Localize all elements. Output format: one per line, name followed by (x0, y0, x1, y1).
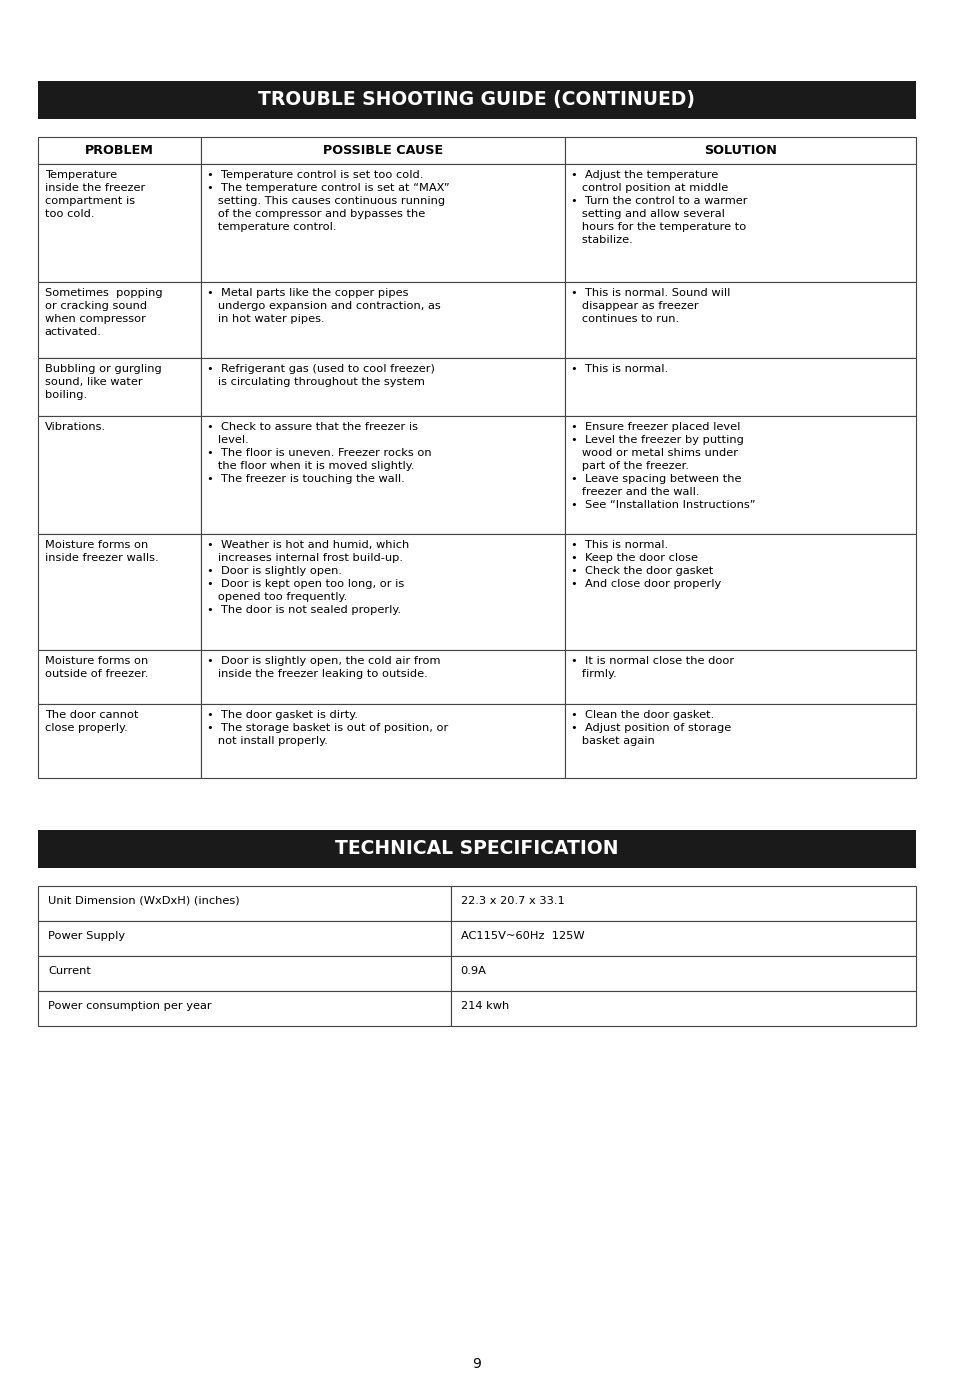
Text: •  It is normal close the door
   firmly.: • It is normal close the door firmly. (571, 656, 734, 679)
Bar (38, 704, 200, 778)
Text: 22.3 x 20.7 x 33.1: 22.3 x 20.7 x 33.1 (460, 895, 564, 906)
Text: SOLUTION: SOLUTION (703, 143, 776, 157)
Bar (200, 650, 564, 704)
Text: 9: 9 (472, 1357, 481, 1371)
Text: Current: Current (48, 966, 91, 976)
Bar (564, 416, 915, 533)
Text: POSSIBLE CAUSE: POSSIBLE CAUSE (322, 143, 442, 157)
Bar (38, 281, 200, 358)
Text: •  Adjust the temperature
   control position at middle
•  Turn the control to a: • Adjust the temperature control positio… (571, 170, 747, 245)
Bar (38, 991, 450, 1026)
Bar (38, 533, 200, 650)
Text: 214 kwh: 214 kwh (460, 1001, 508, 1011)
Bar (38, 164, 200, 281)
Text: •  Door is slightly open, the cold air from
   inside the freezer leaking to out: • Door is slightly open, the cold air fr… (207, 656, 440, 679)
Bar (38, 956, 450, 991)
Text: Power Supply: Power Supply (48, 931, 125, 941)
Bar (38, 416, 200, 533)
Text: •  Temperature control is set too cold.
•  The temperature control is set at “MA: • Temperature control is set too cold. •… (207, 170, 449, 232)
Bar (38, 920, 450, 956)
Text: Temperature
inside the freezer
compartment is
too cold.: Temperature inside the freezer compartme… (45, 170, 145, 220)
Bar (200, 704, 564, 778)
Bar (38, 81, 915, 118)
Bar (564, 704, 915, 778)
Text: •  Check to assure that the freezer is
   level.
•  The floor is uneven. Freezer: • Check to assure that the freezer is le… (207, 422, 431, 484)
Bar (564, 358, 915, 416)
Bar (564, 164, 915, 281)
Text: Moisture forms on
outside of freezer.: Moisture forms on outside of freezer. (45, 656, 148, 679)
Bar (564, 136, 915, 164)
Text: The door cannot
close properly.: The door cannot close properly. (45, 710, 138, 734)
Bar (200, 533, 564, 650)
Text: Power consumption per year: Power consumption per year (48, 1001, 212, 1011)
Text: •  The door gasket is dirty.
•  The storage basket is out of position, or
   not: • The door gasket is dirty. • The storag… (207, 710, 448, 746)
Text: •  This is normal.
•  Keep the door close
•  Check the door gasket
•  And close : • This is normal. • Keep the door close … (571, 540, 720, 589)
Text: •  Weather is hot and humid, which
   increases internal frost build-up.
•  Door: • Weather is hot and humid, which increa… (207, 540, 409, 615)
Text: •  This is normal. Sound will
   disappear as freezer
   continues to run.: • This is normal. Sound will disappear a… (571, 288, 730, 324)
Text: TECHNICAL SPECIFICATION: TECHNICAL SPECIFICATION (335, 839, 618, 859)
Bar (200, 164, 564, 281)
Text: •  Refrigerant gas (used to cool freezer)
   is circulating throughout the syste: • Refrigerant gas (used to cool freezer)… (207, 365, 435, 387)
Bar (450, 991, 915, 1026)
Bar (450, 920, 915, 956)
Bar (38, 136, 200, 164)
Bar (38, 650, 200, 704)
Bar (564, 281, 915, 358)
Text: AC115V~60Hz  125W: AC115V~60Hz 125W (460, 931, 583, 941)
Text: 0.9A: 0.9A (460, 966, 486, 976)
Text: Unit Dimension (WxDxH) (inches): Unit Dimension (WxDxH) (inches) (48, 895, 239, 906)
Text: •  This is normal.: • This is normal. (571, 365, 668, 374)
Bar (38, 885, 450, 920)
Text: Moisture forms on
inside freezer walls.: Moisture forms on inside freezer walls. (45, 540, 158, 564)
Text: Bubbling or gurgling
sound, like water
boiling.: Bubbling or gurgling sound, like water b… (45, 365, 161, 401)
Text: •  Clean the door gasket.
•  Adjust position of storage
   basket again: • Clean the door gasket. • Adjust positi… (571, 710, 731, 746)
Bar (564, 533, 915, 650)
Bar (564, 650, 915, 704)
Text: PROBLEM: PROBLEM (85, 143, 153, 157)
Bar (200, 281, 564, 358)
Bar (200, 136, 564, 164)
Text: TROUBLE SHOOTING GUIDE (CONTINUED): TROUBLE SHOOTING GUIDE (CONTINUED) (258, 90, 695, 109)
Bar (38, 358, 200, 416)
Text: •  Metal parts like the copper pipes
   undergo expansion and contraction, as
  : • Metal parts like the copper pipes unde… (207, 288, 440, 324)
Bar (200, 416, 564, 533)
Bar (450, 956, 915, 991)
Bar (38, 830, 915, 867)
Bar (450, 885, 915, 920)
Text: Vibrations.: Vibrations. (45, 422, 106, 433)
Text: •  Ensure freezer placed level
•  Level the freezer by putting
   wood or metal : • Ensure freezer placed level • Level th… (571, 422, 755, 511)
Bar (200, 358, 564, 416)
Text: Sometimes  popping
or cracking sound
when compressor
activated.: Sometimes popping or cracking sound when… (45, 288, 162, 337)
